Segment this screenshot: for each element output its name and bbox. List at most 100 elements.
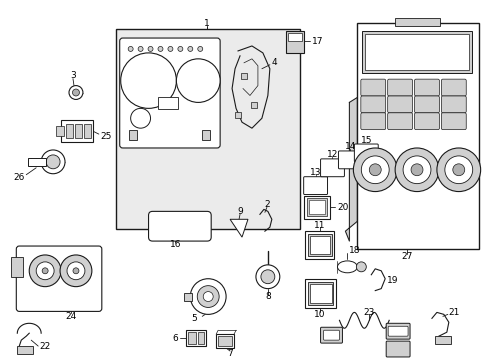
Circle shape (255, 265, 279, 289)
Circle shape (158, 46, 163, 51)
Circle shape (176, 59, 220, 102)
Circle shape (148, 46, 153, 51)
Text: 1: 1 (204, 19, 210, 28)
Bar (84, 124, 91, 138)
Text: 27: 27 (401, 252, 412, 261)
FancyBboxPatch shape (323, 330, 339, 340)
Bar (434, 336, 450, 344)
FancyBboxPatch shape (386, 341, 409, 357)
Bar (285, 31, 303, 53)
Text: 24: 24 (65, 312, 77, 321)
Circle shape (29, 255, 61, 287)
FancyBboxPatch shape (360, 113, 385, 130)
Bar (235, 112, 241, 118)
Text: 6: 6 (172, 334, 178, 343)
FancyBboxPatch shape (441, 79, 465, 96)
Bar (357, 23, 478, 249)
Bar (75, 124, 82, 138)
FancyBboxPatch shape (414, 96, 439, 113)
Ellipse shape (337, 261, 357, 273)
Text: 26: 26 (14, 173, 25, 182)
Bar (186, 330, 206, 346)
Circle shape (402, 156, 430, 184)
Text: 5: 5 (191, 314, 197, 323)
FancyBboxPatch shape (303, 177, 327, 194)
Polygon shape (230, 219, 247, 237)
FancyBboxPatch shape (441, 113, 465, 130)
Ellipse shape (356, 262, 366, 272)
Bar (202, 130, 210, 140)
Circle shape (436, 148, 480, 192)
Text: 4: 4 (271, 58, 277, 67)
Circle shape (73, 268, 79, 274)
Bar (184, 293, 192, 301)
Circle shape (36, 262, 54, 280)
Bar (306, 198, 326, 216)
Text: 8: 8 (264, 292, 270, 301)
Bar (309, 284, 331, 303)
Circle shape (46, 155, 60, 169)
FancyBboxPatch shape (320, 159, 344, 177)
FancyBboxPatch shape (320, 327, 342, 343)
Bar (28, 158, 46, 166)
FancyBboxPatch shape (148, 211, 211, 241)
Bar (17, 346, 33, 354)
Text: 13: 13 (309, 168, 321, 177)
Text: 22: 22 (39, 342, 50, 351)
Bar (158, 98, 178, 109)
Bar (61, 120, 93, 142)
Circle shape (138, 46, 143, 51)
Text: 20: 20 (337, 203, 348, 212)
Bar (362, 31, 471, 73)
Circle shape (361, 156, 388, 184)
Bar (218, 336, 232, 346)
FancyBboxPatch shape (354, 144, 377, 162)
Bar (188, 332, 196, 344)
FancyBboxPatch shape (16, 246, 102, 311)
Text: 12: 12 (326, 150, 338, 159)
Text: 7: 7 (227, 348, 232, 357)
Bar (116, 29, 299, 229)
Circle shape (128, 46, 133, 51)
Bar (128, 130, 136, 140)
FancyBboxPatch shape (338, 151, 362, 169)
FancyBboxPatch shape (387, 96, 412, 113)
Bar (56, 126, 64, 136)
Text: 19: 19 (386, 276, 398, 285)
Bar (304, 279, 336, 309)
Bar (304, 231, 334, 259)
Text: 10: 10 (313, 310, 325, 319)
Circle shape (67, 262, 85, 280)
FancyBboxPatch shape (360, 79, 385, 96)
Circle shape (410, 164, 422, 176)
FancyBboxPatch shape (441, 96, 465, 113)
Circle shape (121, 53, 176, 108)
Text: 15: 15 (360, 136, 371, 145)
Text: 21: 21 (448, 308, 459, 317)
Bar (308, 201, 324, 214)
FancyBboxPatch shape (386, 323, 409, 339)
Bar (309, 236, 329, 254)
Text: 18: 18 (348, 247, 359, 256)
Bar (241, 73, 246, 78)
Bar (216, 334, 234, 348)
Circle shape (69, 86, 83, 99)
Bar (394, 18, 439, 26)
Text: 25: 25 (101, 132, 112, 141)
FancyBboxPatch shape (387, 113, 412, 130)
Text: 9: 9 (237, 207, 243, 216)
Circle shape (261, 270, 274, 284)
FancyBboxPatch shape (414, 113, 439, 130)
Circle shape (203, 292, 213, 302)
Circle shape (60, 255, 92, 287)
Text: 14: 14 (344, 143, 355, 152)
Bar (365, 34, 468, 70)
Bar (307, 282, 333, 306)
Text: 11: 11 (313, 221, 325, 230)
Bar (66, 124, 73, 138)
FancyBboxPatch shape (387, 79, 412, 96)
FancyBboxPatch shape (414, 79, 439, 96)
Circle shape (197, 285, 219, 307)
Text: 3: 3 (70, 71, 76, 80)
Bar (307, 234, 331, 256)
